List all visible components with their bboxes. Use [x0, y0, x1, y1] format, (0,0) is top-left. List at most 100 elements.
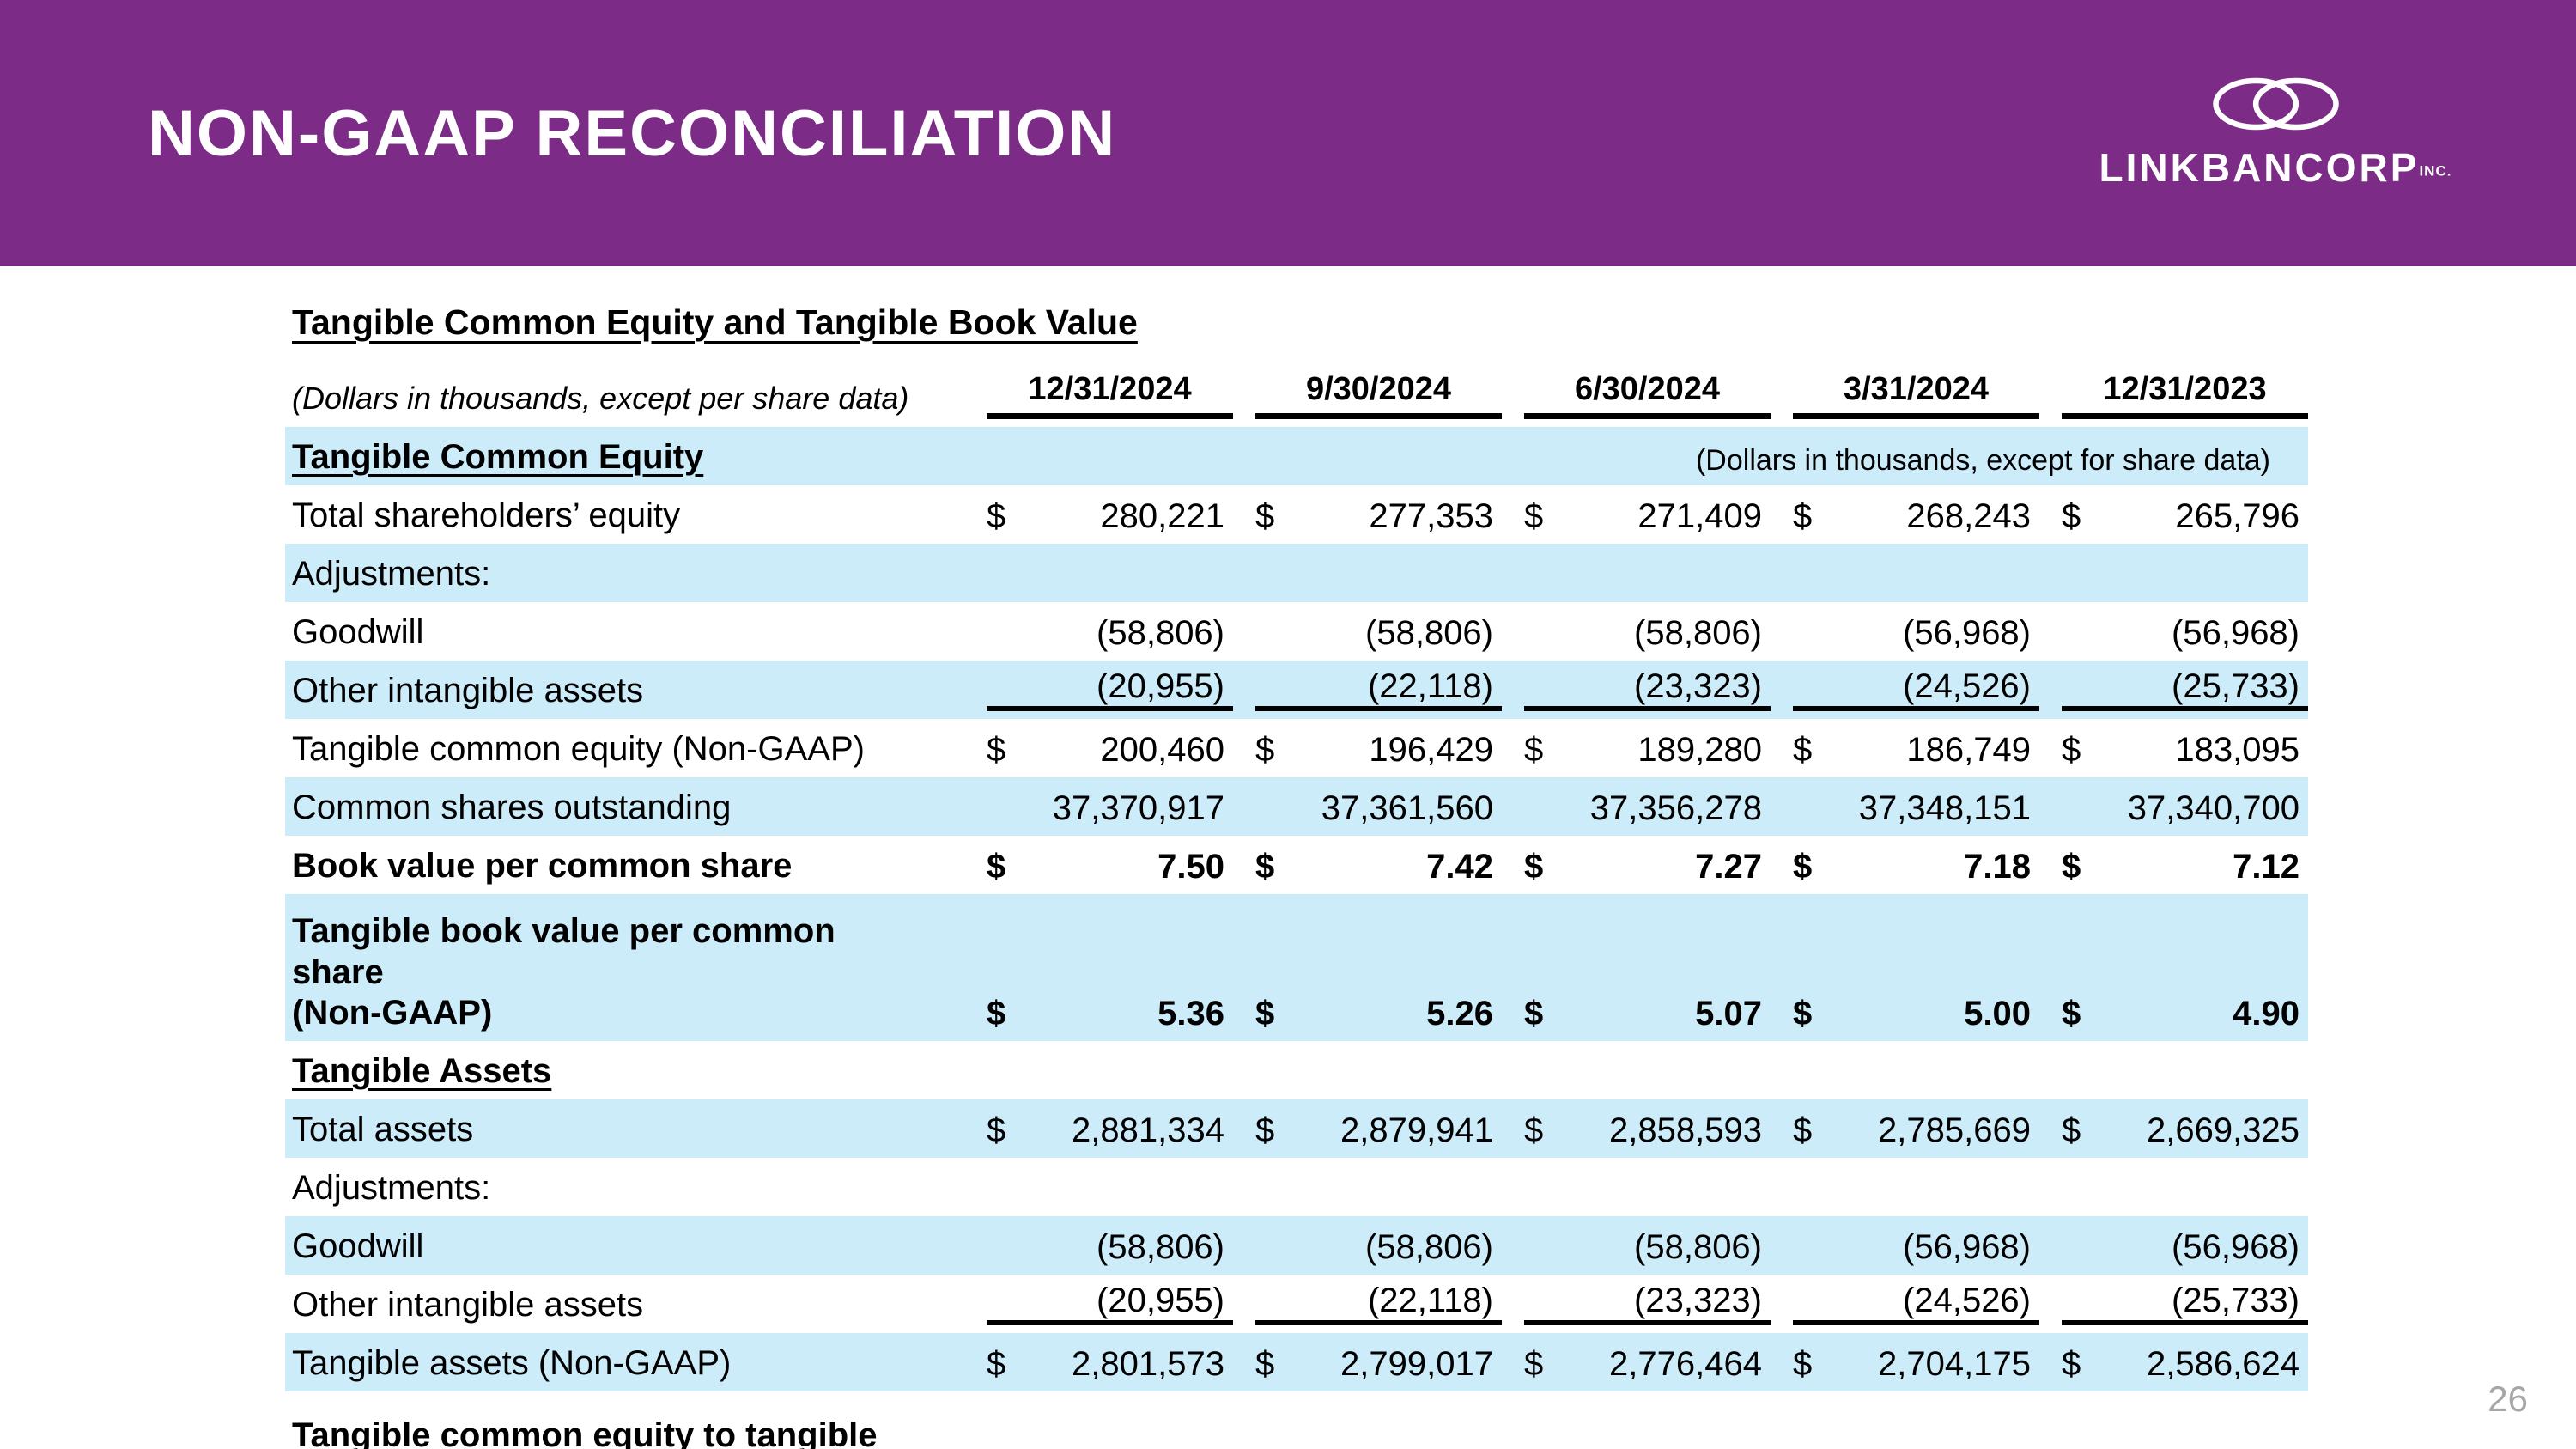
table-row: Tangible Assets [285, 1041, 2308, 1099]
table-cell: $265,796 [2039, 485, 2308, 544]
page-title: NON-GAAP RECONCILIATION [148, 97, 1117, 170]
table-cell: (56,968) [1771, 1216, 2039, 1275]
cell-value: 7.27 [1695, 848, 1762, 886]
table-cell: (58,806) [964, 1216, 1233, 1275]
header-bar: NON-GAAP RECONCILIATION LINKBANCORPINC. [0, 0, 2576, 266]
company-logo: LINKBANCORPINC. [2078, 69, 2473, 191]
table-cell: 37,361,560 [1233, 777, 1502, 836]
table-cell: (58,806) [1502, 602, 1771, 661]
table-row: Tangible assets (Non-GAAP) $2,801,573 $2… [285, 1333, 2308, 1391]
currency-symbol: $ [987, 1345, 1006, 1383]
cell-value: (56,968) [1903, 614, 2031, 652]
cell-value: 2,858,593 [1609, 1111, 1762, 1149]
table-cell: $183,095 [2039, 719, 2308, 777]
row-label: Other intangible assets [292, 1285, 644, 1324]
currency-symbol: $ [1255, 731, 1275, 769]
table-cell: $2,801,573 [964, 1333, 1233, 1391]
table-cell: (58,806) [1233, 602, 1502, 661]
cell-value: 196,429 [1369, 731, 1493, 769]
currency-symbol: $ [1255, 497, 1275, 535]
table-row: Tangible book value per common share (No… [285, 894, 2308, 1041]
cell-value: (22,118) [1367, 667, 1493, 705]
cell-value: 37,361,560 [1321, 789, 1493, 827]
table-cell: $280,221 [964, 485, 1233, 544]
cell-value: (58,806) [1365, 1228, 1493, 1266]
currency-symbol: $ [2062, 848, 2081, 886]
table-cell: (23,323) [1502, 661, 1771, 719]
table-cell: $2,858,593 [1502, 1099, 1771, 1158]
currency-symbol: $ [1255, 1345, 1275, 1383]
table-cell: 37,348,151 [1771, 777, 2039, 836]
table-cell: (20,955) [964, 661, 1233, 719]
currency-symbol: $ [1524, 497, 1544, 535]
currency-symbol: $ [1793, 1111, 1813, 1149]
table-row: Tangible Common Equity (Dollars in thous… [285, 427, 2308, 485]
cell-value: 2,801,573 [1072, 1345, 1224, 1383]
table-cell: $5.00 [1771, 894, 2039, 1041]
cell-value: 37,348,151 [1858, 789, 2031, 827]
cell-value: (58,806) [1097, 614, 1224, 652]
cell-value: 186,749 [1906, 731, 2031, 769]
currency-symbol: $ [2062, 1111, 2081, 1149]
table-cell: $271,409 [1502, 485, 1771, 544]
table-cell: $7.12 [2039, 836, 2308, 894]
table-cell: $186,749 [1771, 719, 2039, 777]
currency-symbol: $ [1524, 1345, 1544, 1383]
table-cell [964, 1041, 2308, 1099]
cell-value: 271,409 [1637, 497, 1762, 535]
table-row: Other intangible assets (20,955) (22,118… [285, 1275, 2308, 1333]
column-header: 12/31/2023 [2039, 351, 2308, 427]
table-cell: (24,526) [1771, 1275, 2039, 1333]
reconciliation-table: Tangible Common Equity and Tangible Book… [285, 302, 2308, 1449]
table-cell: (58,806) [964, 602, 1233, 661]
table-cell: $5.36 [964, 894, 1233, 1041]
cell-value: 7.12 [2233, 848, 2300, 886]
table-cell: (22,118) [1233, 661, 1502, 719]
cell-value: 2,669,325 [2147, 1111, 2300, 1149]
cell-value: 5.26 [1426, 995, 1493, 1032]
cell-value: 183,095 [2175, 731, 2300, 769]
cell-value: (56,968) [1903, 1228, 2031, 1266]
cell-value: 2,776,464 [1609, 1345, 1762, 1383]
table-row: Adjustments: [285, 544, 2308, 602]
currency-symbol: $ [987, 497, 1006, 535]
table-cell: $5.07 [1502, 894, 1771, 1041]
currency-symbol: $ [1793, 731, 1813, 769]
currency-symbol: $ [1255, 848, 1275, 886]
cell-value: 2,879,941 [1340, 1111, 1493, 1149]
cell-value: (25,733) [2172, 1282, 2300, 1319]
row-label: Tangible common equity to tangible asset… [292, 1416, 878, 1449]
table-row: Total shareholders’ equity $280,221 $277… [285, 485, 2308, 544]
table-cell: $2,799,017 [1233, 1333, 1502, 1391]
currency-symbol: $ [2062, 1345, 2081, 1383]
table-cell: 6.91% [1771, 1391, 2039, 1449]
column-header: 12/31/2024 [964, 351, 1233, 427]
currency-symbol: $ [1793, 1345, 1813, 1383]
table-row: Adjustments: [285, 1158, 2308, 1216]
logo-rings-icon [2212, 77, 2339, 131]
currency-symbol: $ [1255, 1111, 1275, 1149]
row-label: Goodwill [285, 1216, 964, 1275]
cell-value: 200,460 [1100, 731, 1224, 769]
table-header-row: (Dollars in thousands, except per share … [285, 351, 2308, 427]
logo-wordmark: LINKBANCORPINC. [2099, 145, 2452, 190]
table-row: Other intangible assets (20,955) (22,118… [285, 661, 2308, 719]
currency-symbol: $ [987, 848, 1006, 886]
cell-value: (23,323) [1634, 667, 1762, 705]
table-cell: $7.42 [1233, 836, 1502, 894]
row-label: Total shareholders’ equity [292, 496, 681, 534]
cell-value: 37,370,917 [1052, 789, 1224, 827]
table-cell: (23,323) [1502, 1275, 1771, 1333]
table-cell: 37,356,278 [1502, 777, 1771, 836]
currency-symbol: $ [1255, 995, 1275, 1032]
table-cell: $7.50 [964, 836, 1233, 894]
cell-value: (20,955) [1097, 1282, 1224, 1319]
cell-value: 5.36 [1157, 995, 1224, 1032]
table-cell: (56,968) [2039, 602, 2308, 661]
cell-value: 189,280 [1637, 731, 1762, 769]
table-subtitle: (Dollars in thousands, except per share … [292, 380, 909, 416]
cell-value: (58,806) [1634, 1228, 1762, 1266]
table-cell: (22,118) [1233, 1275, 1502, 1333]
table-row: Total assets $2,881,334 $2,879,941 $2,85… [285, 1099, 2308, 1158]
table-row: Goodwill (58,806) (58,806) (58,806) (56,… [285, 1216, 2308, 1275]
